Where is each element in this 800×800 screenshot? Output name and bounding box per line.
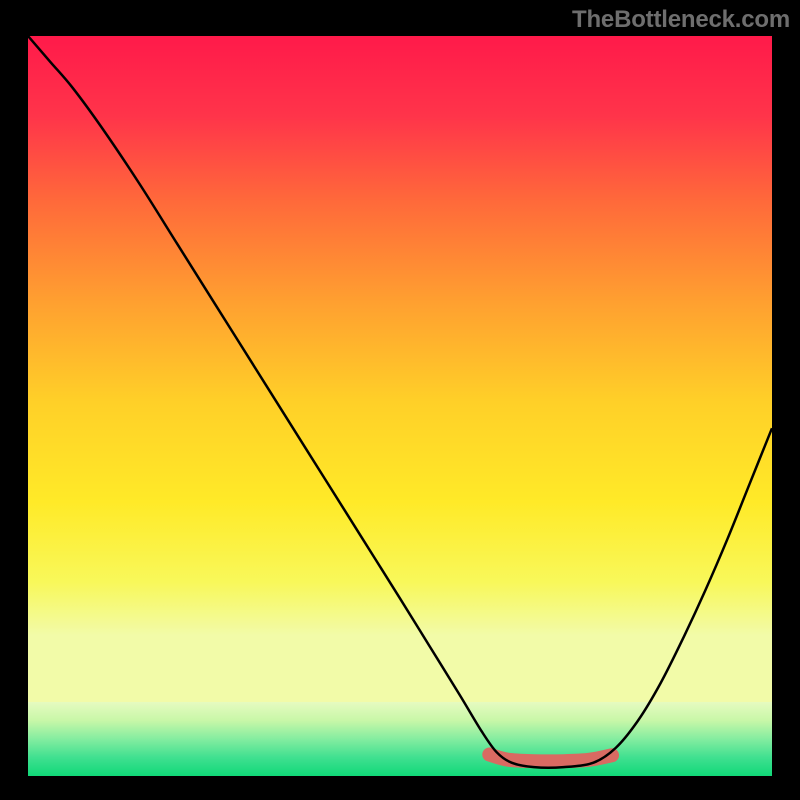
watermark-text: TheBottleneck.com [572,6,790,34]
gradient-background-top [28,36,772,702]
chart-root: TheBottleneck.com [0,0,800,800]
plot-area [28,36,772,776]
gradient-background-base [28,702,772,776]
plot-svg [28,36,772,776]
